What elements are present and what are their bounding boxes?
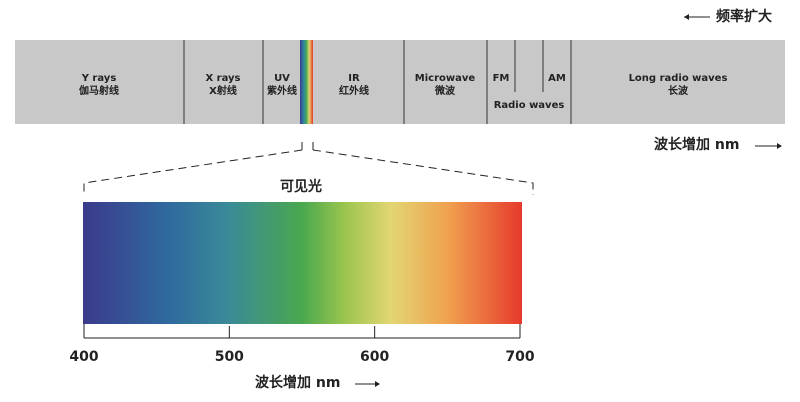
band-label-zh: 长波 <box>668 84 689 97</box>
band-label-en: Long radio waves <box>629 73 728 84</box>
tick-label: 700 <box>505 349 534 365</box>
spectrum-band <box>15 40 785 124</box>
band-label-zh: X射线 <box>209 84 237 97</box>
frequency-label: 频率扩大 <box>716 8 772 25</box>
dividers <box>183 40 572 124</box>
band-label-en: IR <box>348 73 360 84</box>
band-label-zh: 微波 <box>434 84 456 97</box>
band-label-zh: 紫外线 <box>267 84 297 97</box>
fm-label: FM <box>493 73 510 84</box>
band-label-en: X rays <box>205 73 240 84</box>
band-label-en: Y rays <box>81 73 117 84</box>
arrow-head <box>684 14 689 20</box>
tick-label: 500 <box>215 349 244 365</box>
arrow-head <box>777 143 782 149</box>
tick-label: 400 <box>69 349 98 365</box>
visible-stripe <box>300 40 313 124</box>
tick-label: 600 <box>360 349 389 365</box>
band-label-zh: 伽马射线 <box>79 84 119 97</box>
axis-label: 波长增加 nm <box>255 374 340 391</box>
radio-label: Radio waves <box>494 100 565 111</box>
visible-gradient <box>83 202 522 324</box>
arrow-head <box>375 381 380 387</box>
band-label-zh: 红外线 <box>339 84 369 97</box>
band-label-en: Microwave <box>415 73 476 84</box>
am-label: AM <box>548 73 566 84</box>
visible-title: 可见光 <box>280 178 322 195</box>
wavelength-label: 波长增加 nm <box>654 136 739 153</box>
zoom-lines <box>83 142 534 195</box>
band-label-en: UV <box>274 73 290 84</box>
